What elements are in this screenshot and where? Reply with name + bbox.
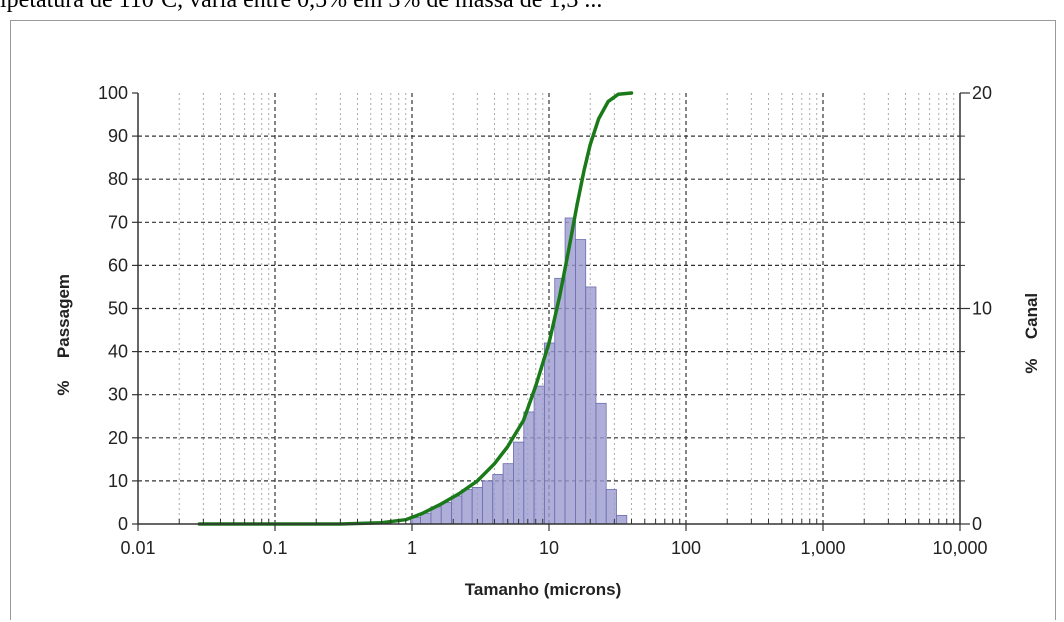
left-tick-label: 70	[108, 212, 128, 232]
x-tick-label: 100	[671, 538, 701, 558]
histogram-bar	[575, 239, 587, 525]
left-tick-label: 80	[108, 169, 128, 189]
histogram-bar	[523, 411, 535, 525]
histogram-bar	[461, 489, 473, 525]
axes: 0 10 20 30 40 50 60 70 80 90 100 0 10 20 0.01 0.1 1 10 100…	[98, 83, 992, 558]
left-tick-label: 90	[108, 126, 128, 146]
left-axis-title-group: % Passagem	[54, 274, 73, 396]
x-tick-label: 1,000	[800, 538, 845, 558]
left-tick-label: 20	[108, 428, 128, 448]
right-tick-label: 10	[972, 299, 992, 319]
x-tick-label: 10,000	[932, 538, 987, 558]
histogram-bar	[492, 474, 504, 525]
left-tick-label: 30	[108, 385, 128, 405]
cumulative-line-series	[197, 91, 634, 526]
left-tick-label: 60	[108, 255, 128, 275]
particle-size-chart: 0 10 20 30 40 50 60 70 80 90 100 0 10 20 0.01 0.1 1 10 100…	[54, 83, 1041, 599]
histogram-bar	[440, 502, 452, 525]
x-tick-label: 0.1	[262, 538, 287, 558]
left-axis-marker: %	[54, 380, 73, 395]
histogram-bar	[513, 441, 525, 525]
x-tick-label: 10	[539, 538, 559, 558]
x-tick-label: 1	[407, 538, 417, 558]
right-tick-label: 20	[972, 83, 992, 103]
histogram-bar	[533, 385, 545, 525]
left-tick-label: 0	[118, 514, 128, 534]
left-tick-label: 50	[108, 299, 128, 319]
histogram-bar	[543, 342, 556, 525]
cumulative-line	[197, 91, 634, 526]
chart-frame: 0 10 20 30 40 50 60 70 80 90 100 0 10 20 0.01 0.1 1 10 100…	[10, 20, 1056, 620]
histogram-bar	[482, 480, 494, 525]
left-tick-label: 10	[108, 471, 128, 491]
histogram-bar	[502, 463, 514, 525]
right-axis-title: Canal	[1022, 293, 1041, 339]
right-axis-title-group: % Canal	[1022, 293, 1041, 374]
grid	[138, 93, 960, 524]
histogram-bar	[595, 402, 607, 525]
x-axis-title: Tamanho (microns)	[465, 580, 621, 599]
histogram-bar	[585, 286, 597, 525]
axis-labels: Tamanho (microns) % Passagem % Canal	[54, 274, 1041, 599]
bar-series	[409, 217, 628, 525]
histogram-bar	[471, 486, 483, 525]
left-axis-title: Passagem	[54, 274, 73, 358]
histogram-bar	[605, 489, 617, 525]
right-tick-label: 0	[972, 514, 982, 534]
right-axis-marker: %	[1022, 358, 1041, 373]
left-tick-label: 100	[98, 83, 128, 103]
caption-text: ipetatura de 110ºC, varia entre 0,5% em …	[0, 0, 603, 13]
histogram-bar	[616, 514, 628, 525]
x-tick-label: 0.01	[120, 538, 155, 558]
left-tick-label: 40	[108, 342, 128, 362]
